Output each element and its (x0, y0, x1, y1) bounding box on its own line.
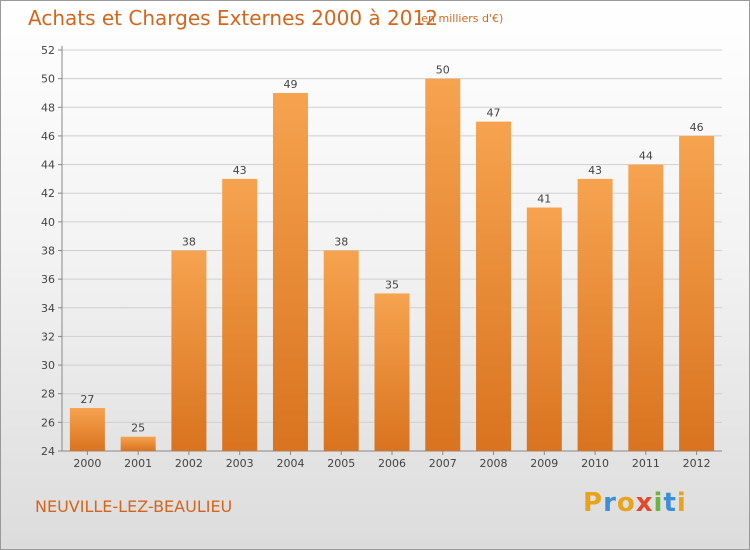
commune-name: NEUVILLE-LEZ-BEAULIEU (35, 497, 233, 516)
x-tick-label: 2008 (480, 457, 508, 470)
x-tick-label: 2007 (429, 457, 457, 470)
logo-letter: x (635, 488, 654, 518)
bar (679, 135, 715, 451)
x-tick-label: 2006 (378, 457, 406, 470)
y-tick-label: 32 (41, 330, 55, 343)
x-tick-label: 2012 (683, 457, 711, 470)
bars (69, 78, 715, 452)
bar-value-label: 38 (334, 236, 348, 249)
proxiti-logo[interactable]: Proxiti (583, 488, 687, 518)
y-tick-label: 36 (41, 273, 55, 286)
bar (577, 178, 613, 451)
x-tick-label: 2001 (124, 457, 152, 470)
x-tick-label: 2010 (581, 457, 609, 470)
logo-letter: i (676, 488, 687, 518)
bar (69, 408, 105, 451)
bar-value-label: 41 (537, 193, 551, 206)
bar (323, 250, 359, 451)
x-tick-label: 2002 (175, 457, 203, 470)
bar (628, 164, 664, 452)
bar-value-label: 38 (182, 236, 196, 249)
bar-value-label: 44 (639, 150, 653, 163)
y-tick-label: 38 (41, 245, 55, 258)
y-tick-label: 34 (41, 302, 55, 315)
y-tick-label: 30 (41, 359, 55, 372)
x-tick-label: 2005 (327, 457, 355, 470)
x-tick-label: 2003 (226, 457, 254, 470)
logo-letter: t (663, 488, 677, 518)
y-tick-label: 46 (41, 130, 55, 143)
bar-value-label: 43 (588, 164, 602, 177)
y-tick-label: 28 (41, 388, 55, 401)
x-tick-label: 2009 (530, 457, 558, 470)
bar (171, 250, 207, 451)
y-tick-label: 42 (41, 187, 55, 200)
bar-value-label: 25 (131, 422, 145, 435)
y-tick-label: 26 (41, 416, 55, 429)
y-tick-label: 44 (41, 159, 55, 172)
bar (272, 92, 308, 451)
bar (374, 293, 410, 451)
x-tick-label: 2011 (632, 457, 660, 470)
bar-value-label: 46 (690, 121, 704, 134)
logo-letter: i (653, 488, 664, 518)
bar (526, 207, 562, 451)
y-tick-label: 48 (41, 101, 55, 114)
bar (425, 78, 461, 452)
bar-value-label: 27 (80, 393, 94, 406)
chart-subtitle: (en milliers d'€) (417, 12, 504, 25)
y-tick-label: 50 (41, 73, 55, 86)
labels: 24 26 28 30 32 34 36 38 40 42 44 46 48 50 52 27 2000 25 20… (41, 44, 711, 470)
logo-letter: r (603, 488, 617, 518)
logo-letter: o (616, 488, 636, 518)
bar (120, 436, 156, 451)
y-tick-label: 40 (41, 216, 55, 229)
y-tick-label: 24 (41, 445, 55, 458)
bar-value-label: 35 (385, 278, 399, 291)
x-tick-label: 2004 (276, 457, 304, 470)
bar-value-label: 49 (283, 78, 297, 91)
chart-title: Achats et Charges Externes 2000 à 2012 (28, 6, 438, 30)
bar (476, 121, 512, 451)
x-tick-label: 2000 (73, 457, 101, 470)
y-tick-label: 52 (41, 44, 55, 57)
bar-value-label: 50 (436, 64, 450, 77)
logo-letter: P (583, 488, 604, 518)
bar (222, 178, 258, 451)
bar-value-label: 47 (487, 107, 501, 120)
bar-value-label: 43 (233, 164, 247, 177)
